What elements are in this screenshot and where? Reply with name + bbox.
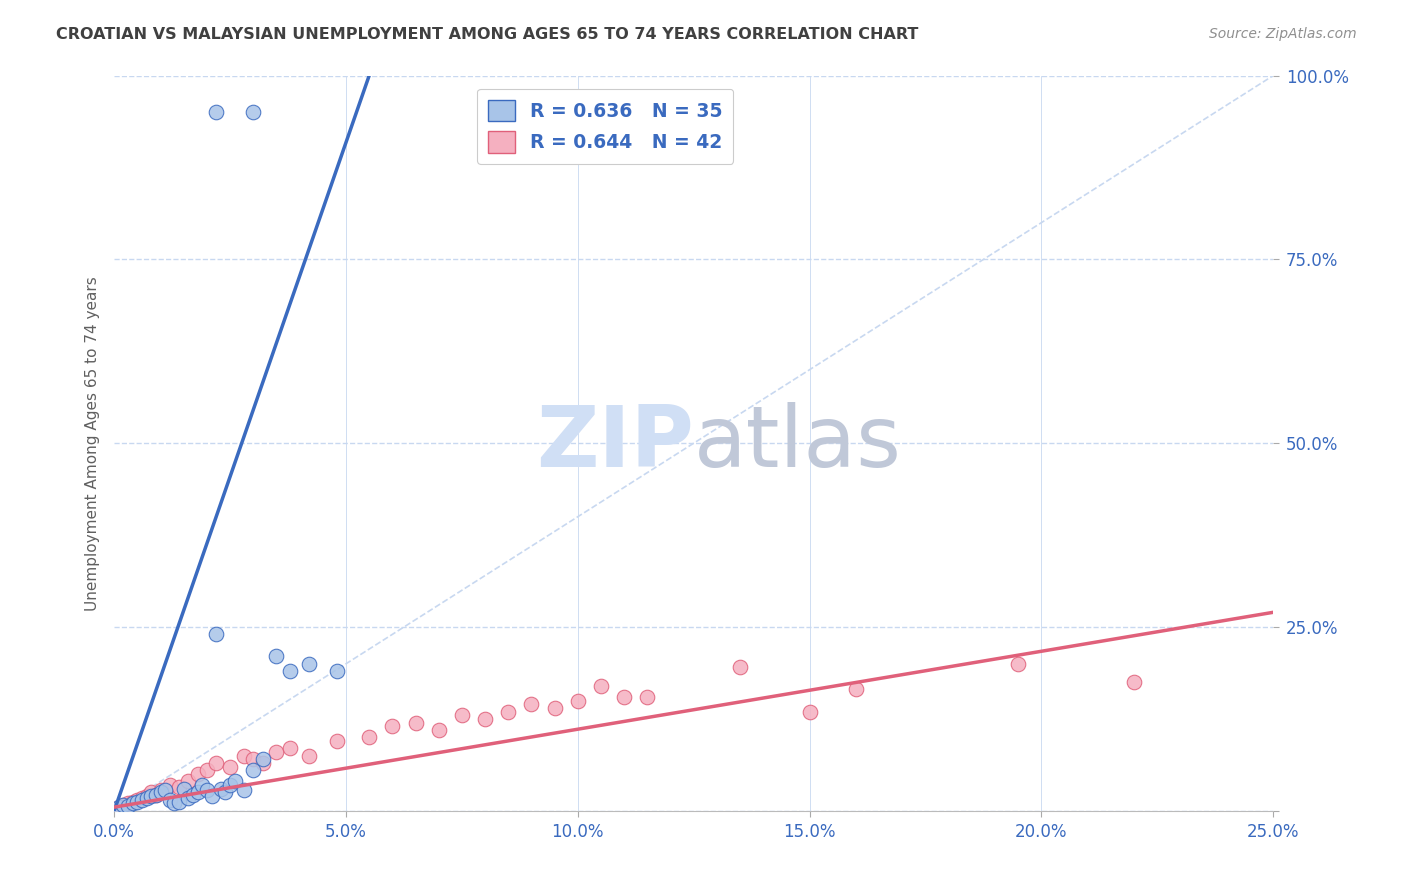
Point <box>589 679 612 693</box>
Legend: R = 0.636   N = 35, R = 0.644   N = 42: R = 0.636 N = 35, R = 0.644 N = 42 <box>477 88 734 164</box>
Text: CROATIAN VS MALAYSIAN UNEMPLOYMENT AMONG AGES 65 TO 74 YEARS CORRELATION CHART: CROATIAN VS MALAYSIAN UNEMPLOYMENT AMONG… <box>56 27 918 42</box>
Point <box>159 793 181 807</box>
Point <box>427 723 450 737</box>
Point <box>121 795 143 809</box>
Point <box>145 788 167 802</box>
Point <box>108 800 131 814</box>
Point <box>799 705 821 719</box>
Text: atlas: atlas <box>693 401 901 484</box>
Point <box>326 734 349 748</box>
Point <box>205 627 228 641</box>
Point <box>121 797 143 811</box>
Point <box>195 783 218 797</box>
Point <box>242 764 264 778</box>
Point <box>242 752 264 766</box>
Point <box>451 708 474 723</box>
Text: Source: ZipAtlas.com: Source: ZipAtlas.com <box>1209 27 1357 41</box>
Point <box>149 783 172 797</box>
Point <box>167 780 190 795</box>
Point <box>173 781 195 796</box>
Point <box>108 800 131 814</box>
Point <box>149 785 172 799</box>
Point <box>153 783 176 797</box>
Point <box>127 795 149 809</box>
Point <box>1007 657 1029 671</box>
Point <box>195 764 218 778</box>
Point <box>219 760 242 774</box>
Point <box>200 789 222 804</box>
Point <box>298 657 321 671</box>
Point <box>163 797 186 811</box>
Y-axis label: Unemployment Among Ages 65 to 74 years: Unemployment Among Ages 65 to 74 years <box>86 276 100 610</box>
Point <box>326 664 349 678</box>
Point <box>543 701 565 715</box>
Point <box>520 697 543 711</box>
Point <box>209 781 232 796</box>
Point <box>280 741 302 756</box>
Point <box>141 789 163 804</box>
Point <box>187 785 209 799</box>
Point <box>567 693 589 707</box>
Point <box>131 793 153 807</box>
Point <box>117 799 139 814</box>
Point <box>205 756 228 770</box>
Point <box>177 774 200 789</box>
Point <box>266 649 288 664</box>
Point <box>728 660 751 674</box>
Point <box>224 774 246 789</box>
Point <box>266 745 288 759</box>
Point <box>474 712 496 726</box>
Point <box>233 748 256 763</box>
Point <box>845 682 868 697</box>
Point <box>135 790 157 805</box>
Text: ZIP: ZIP <box>536 401 693 484</box>
Point <box>112 797 135 812</box>
Point <box>187 767 209 781</box>
Point <box>131 790 153 805</box>
Point <box>127 793 149 807</box>
Point <box>205 105 228 120</box>
Point <box>252 756 274 770</box>
Point <box>252 752 274 766</box>
Point <box>135 789 157 804</box>
Point <box>613 690 636 704</box>
Point <box>177 790 200 805</box>
Point <box>381 719 404 733</box>
Point <box>145 788 167 802</box>
Point <box>280 664 302 678</box>
Point <box>1123 675 1146 690</box>
Point <box>242 105 264 120</box>
Point <box>498 705 520 719</box>
Point <box>405 715 427 730</box>
Point <box>117 797 139 811</box>
Point <box>141 785 163 799</box>
Point <box>167 795 190 809</box>
Point <box>191 778 214 792</box>
Point <box>214 785 236 799</box>
Point <box>159 778 181 792</box>
Point <box>359 731 381 745</box>
Point <box>112 797 135 812</box>
Point <box>219 778 242 792</box>
Point <box>636 690 658 704</box>
Point <box>298 748 321 763</box>
Point <box>181 788 204 802</box>
Point <box>233 783 256 797</box>
